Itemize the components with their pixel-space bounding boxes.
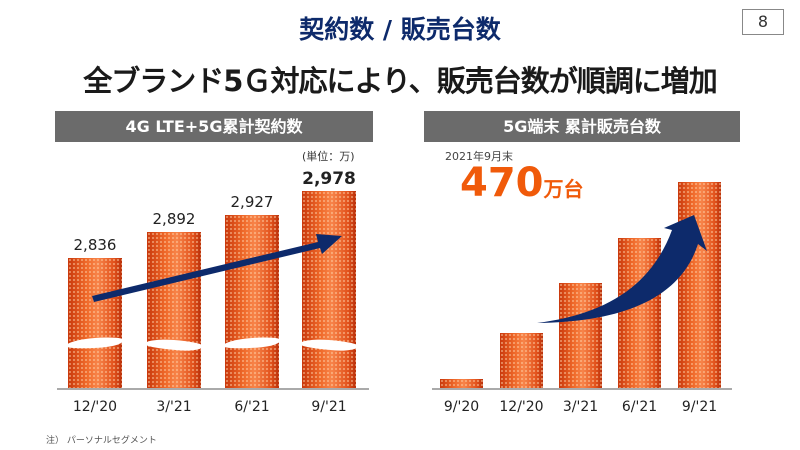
annotation-unit: 万台 — [543, 177, 584, 201]
slide-subtitle: 全ブランド5Ｇ対応により、販売台数が順調に増加 — [83, 64, 717, 98]
annotation-total: 470万台 — [460, 160, 584, 206]
right-x-tick: 12/'20 — [499, 399, 544, 415]
left-x-tick: 6/'21 — [234, 399, 270, 415]
right-growth-arrow-icon — [537, 215, 707, 323]
right-x-tick: 3/'21 — [562, 399, 599, 415]
right-bar — [559, 283, 602, 389]
footnote: 注） パーソナルセグメント — [46, 436, 157, 446]
left-chart-title: 4G LTE+5G累計契約数 — [55, 111, 373, 142]
left-value-label: 2,978 — [302, 169, 356, 189]
left-bar — [225, 215, 279, 389]
left-value-label: 2,836 — [73, 236, 117, 254]
right-chart-title: 5G端末 累計販売台数 — [424, 111, 740, 142]
left-value-label: 2,892 — [152, 210, 196, 228]
annotation-date: 2021年9月末 — [445, 150, 513, 163]
page-number: 8 — [742, 9, 784, 35]
right-bar — [500, 333, 543, 389]
left-x-axis — [57, 388, 369, 390]
right-bar — [440, 379, 483, 389]
left-x-tick: 9/'21 — [311, 399, 347, 415]
left-bar — [68, 258, 122, 389]
left-x-tick: 3/'21 — [156, 399, 192, 415]
right-bar — [678, 182, 721, 389]
right-x-tick: 9/'21 — [681, 399, 718, 415]
right-x-axis — [432, 388, 732, 390]
left-value-label: 2,927 — [230, 193, 274, 211]
unit-label: (単位：万) — [302, 150, 355, 163]
right-x-tick: 9/'20 — [443, 399, 480, 415]
left-bar — [147, 232, 201, 389]
left-trend-arrow-icon — [92, 234, 342, 302]
slide-title: 契約数 / 販売台数 — [299, 15, 501, 44]
left-bar — [302, 191, 356, 389]
right-bar — [618, 238, 661, 389]
right-x-tick: 6/'21 — [621, 399, 658, 415]
annotation-value: 470 — [460, 160, 544, 206]
left-x-tick: 12/'20 — [72, 399, 118, 415]
